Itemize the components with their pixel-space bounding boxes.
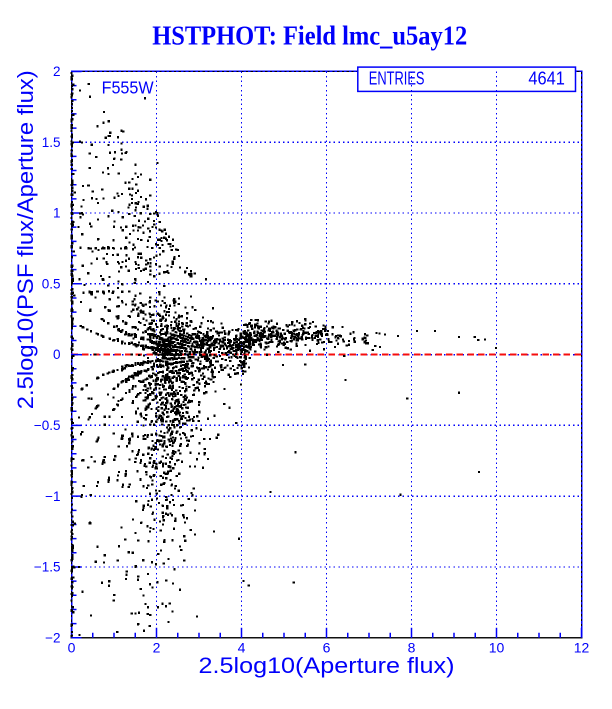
svg-text:−0.5: −0.5 <box>34 418 61 433</box>
svg-text:2: 2 <box>53 64 61 79</box>
svg-text:−1: −1 <box>45 489 60 504</box>
svg-text:−2: −2 <box>45 630 60 645</box>
svg-text:0: 0 <box>53 347 61 362</box>
svg-text:2.5log10(Aperture flux): 2.5log10(Aperture flux) <box>199 653 455 678</box>
svg-text:6: 6 <box>323 640 331 656</box>
svg-text:4: 4 <box>238 640 246 656</box>
svg-text:HSTPHOT: Field lmc_u5ay12: HSTPHOT: Field lmc_u5ay12 <box>152 21 467 51</box>
svg-text:1: 1 <box>53 206 61 221</box>
svg-text:8: 8 <box>408 640 416 656</box>
svg-text:10: 10 <box>489 640 505 656</box>
svg-text:2: 2 <box>153 640 161 656</box>
svg-text:12: 12 <box>574 640 590 656</box>
svg-text:−1.5: −1.5 <box>34 560 61 575</box>
svg-text:F555W: F555W <box>102 77 154 97</box>
svg-text:2.5log10(PSF flux/Aperture flu: 2.5log10(PSF flux/Aperture flux) <box>13 70 38 409</box>
svg-text:0: 0 <box>68 640 76 656</box>
svg-text:ENTRIES: ENTRIES <box>369 68 425 88</box>
svg-text:4641: 4641 <box>528 68 565 88</box>
svg-text:0.5: 0.5 <box>42 276 61 291</box>
svg-text:1.5: 1.5 <box>42 135 61 150</box>
